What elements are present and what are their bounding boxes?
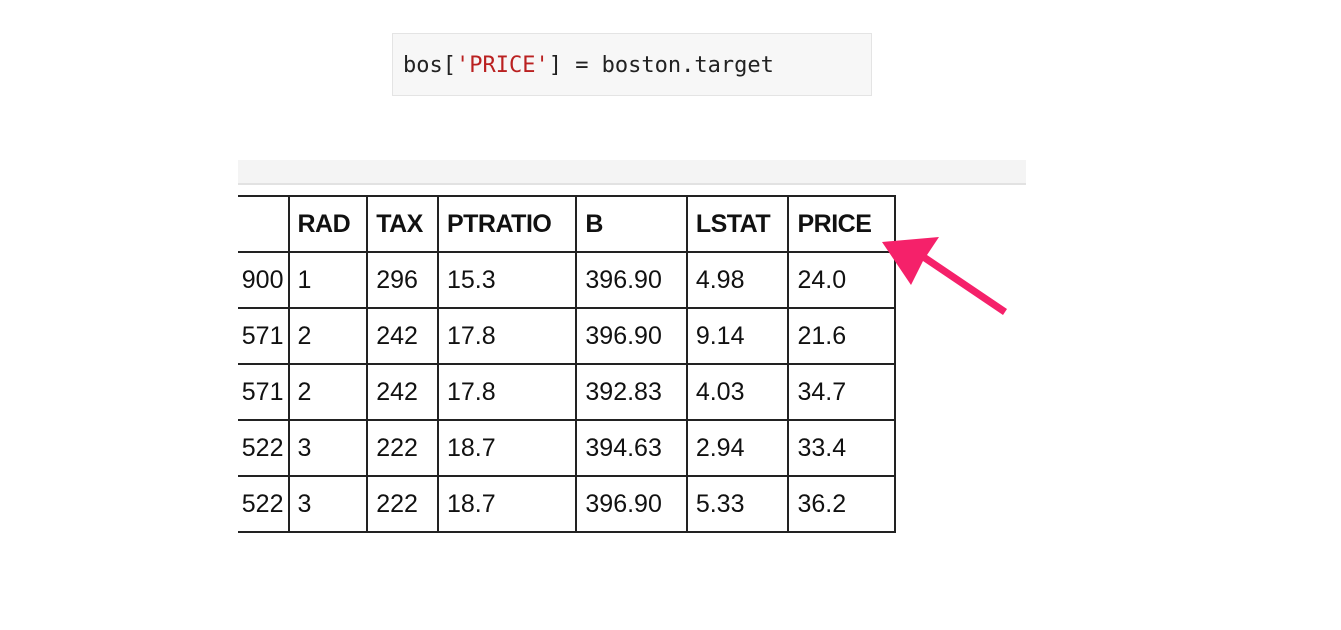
cell-rad: 2	[287, 307, 369, 365]
cell-price: 34.7	[787, 363, 896, 421]
cell-b: 392.83	[575, 363, 688, 421]
code-cell[interactable]: bos['PRICE'] = boston.target	[392, 33, 872, 96]
cell-rad: 1	[287, 251, 369, 309]
cell-lstat: 4.03	[685, 363, 790, 421]
code-token-price-string: 'PRICE'	[455, 53, 549, 78]
cell-price: 24.0	[787, 251, 896, 309]
cell-tax: 242	[366, 307, 439, 365]
dataframe-output: RAD TAX PTRATIO B LSTAT PRICE 900 1 296 …	[238, 195, 908, 565]
cell-cropped: 900	[238, 251, 290, 309]
cell-ptratio: 15.3	[436, 251, 578, 309]
cell-ptratio: 18.7	[436, 475, 578, 533]
table-row: 571 2 242 17.8 396.90 9.14 21.6	[238, 307, 896, 365]
column-header-cropped	[238, 195, 290, 253]
cell-tax: 222	[366, 475, 439, 533]
column-header-ptratio: PTRATIO	[436, 195, 578, 253]
cell-lstat: 2.94	[685, 419, 790, 477]
column-header-rad: RAD	[287, 195, 369, 253]
cell-price: 36.2	[787, 475, 896, 533]
cell-b: 394.63	[575, 419, 688, 477]
cell-b: 396.90	[575, 475, 688, 533]
cell-lstat: 4.98	[685, 251, 790, 309]
column-header-lstat: LSTAT	[685, 195, 790, 253]
cell-cropped: 571	[238, 363, 290, 421]
table-row: 522 3 222 18.7 394.63 2.94 33.4	[238, 419, 896, 477]
table-row: 900 1 296 15.3 396.90 4.98 24.0	[238, 251, 896, 309]
cell-lstat: 9.14	[685, 307, 790, 365]
cell-b: 396.90	[575, 307, 688, 365]
cell-price: 21.6	[787, 307, 896, 365]
cell-rad: 2	[287, 363, 369, 421]
dataframe-table: RAD TAX PTRATIO B LSTAT PRICE 900 1 296 …	[238, 195, 896, 533]
cell-lstat: 5.33	[685, 475, 790, 533]
cell-ptratio: 17.8	[436, 307, 578, 365]
cell-ptratio: 17.8	[436, 363, 578, 421]
output-area-header	[238, 160, 1026, 185]
table-row: 571 2 242 17.8 392.83 4.03 34.7	[238, 363, 896, 421]
cell-cropped: 522	[238, 475, 290, 533]
column-header-price: PRICE	[787, 195, 896, 253]
cell-b: 396.90	[575, 251, 688, 309]
cell-cropped: 522	[238, 419, 290, 477]
code-token-assignment: ] = boston.target	[548, 53, 774, 78]
arrow-shape	[882, 237, 1007, 315]
arrow-pointer-icon	[882, 237, 1007, 315]
cell-cropped: 571	[238, 307, 290, 365]
cell-tax: 242	[366, 363, 439, 421]
code-token-bos: bos[	[403, 53, 456, 78]
header-row: RAD TAX PTRATIO B LSTAT PRICE	[238, 195, 896, 253]
cell-ptratio: 18.7	[436, 419, 578, 477]
cell-price: 33.4	[787, 419, 896, 477]
cell-rad: 3	[287, 475, 369, 533]
cell-tax: 222	[366, 419, 439, 477]
column-header-b: B	[575, 195, 688, 253]
table-row: 522 3 222 18.7 396.90 5.33 36.2	[238, 475, 896, 533]
column-header-tax: TAX	[366, 195, 439, 253]
cell-rad: 3	[287, 419, 369, 477]
cell-tax: 296	[366, 251, 439, 309]
